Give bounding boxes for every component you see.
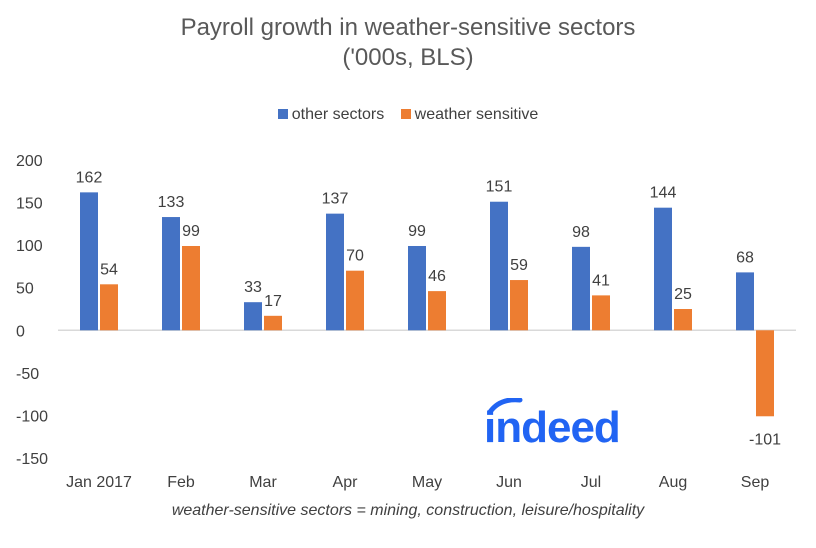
- bar-other: [654, 207, 672, 331]
- x-tick-label: Mar: [249, 474, 277, 491]
- y-tick-label: 200: [16, 153, 43, 170]
- logo-wordmark: indeed: [484, 403, 620, 450]
- bar-other: [408, 245, 426, 331]
- x-tick-label: Jun: [496, 474, 522, 491]
- bar-weather: [264, 315, 282, 331]
- data-label-other: 137: [322, 191, 349, 208]
- data-label-other: 133: [158, 194, 185, 211]
- data-label-other: 162: [76, 169, 103, 186]
- data-label-other: 99: [408, 223, 426, 240]
- x-tick-label: Feb: [167, 474, 195, 491]
- x-tick-label: Jul: [581, 474, 601, 491]
- data-label-weather: 99: [182, 223, 200, 240]
- legend-label-weather: weather sensitive: [414, 106, 539, 123]
- bar-other: [326, 213, 344, 331]
- bar-other: [490, 201, 508, 331]
- legend-item-other: other sectors: [277, 106, 385, 124]
- data-label-weather: 59: [510, 257, 528, 274]
- x-tick-label: Jan 2017: [66, 474, 132, 491]
- x-tick-label: Sep: [741, 474, 770, 491]
- legend-swatch-weather: [400, 109, 411, 119]
- data-label-weather: 25: [674, 286, 692, 303]
- bar-other: [572, 246, 590, 331]
- chart-subtitle: ('000s, BLS): [342, 44, 474, 71]
- data-label-other: 144: [650, 185, 677, 202]
- data-label-weather: 46: [428, 268, 446, 285]
- data-label-weather: 70: [346, 248, 364, 265]
- legend-swatch-other: [277, 109, 288, 119]
- legend-label-other: other sectors: [291, 106, 385, 123]
- y-tick-label: -50: [16, 366, 39, 383]
- y-tick-label: -150: [16, 451, 48, 468]
- y-tick-label: 0: [16, 323, 25, 340]
- bar-weather: [756, 330, 774, 417]
- bar-other: [244, 302, 262, 331]
- y-tick-label: 150: [16, 196, 43, 213]
- x-tick-label: Aug: [659, 474, 687, 491]
- data-label-weather: -101: [749, 431, 781, 448]
- data-label-other: 68: [736, 249, 754, 266]
- y-tick-label: -100: [16, 408, 48, 425]
- bar-weather: [182, 245, 200, 331]
- bar-weather: [428, 291, 446, 331]
- data-label-weather: 17: [264, 293, 282, 310]
- y-tick-label: 100: [16, 238, 43, 255]
- data-label-other: 98: [572, 224, 590, 241]
- bar-weather: [346, 270, 364, 331]
- indeed-logo: indeed: [484, 398, 621, 450]
- bar-other: [162, 217, 180, 331]
- data-label-other: 33: [244, 279, 262, 296]
- y-tick-label: 50: [16, 281, 34, 298]
- data-label-other: 151: [486, 179, 513, 196]
- bar-weather: [100, 284, 118, 331]
- data-label-weather: 41: [592, 272, 610, 289]
- chart-title: Payroll growth in weather-sensitive sect…: [180, 14, 636, 41]
- footnote: weather-sensitive sectors = mining, cons…: [171, 502, 645, 519]
- bar-other: [80, 192, 98, 331]
- legend-item-weather: weather sensitive: [400, 106, 539, 124]
- data-label-weather: 54: [100, 261, 118, 278]
- bar-weather: [674, 309, 692, 331]
- bar-weather: [510, 280, 528, 331]
- legend: other sectors weather sensitive: [0, 106, 816, 124]
- bar-weather: [592, 295, 610, 331]
- x-tick-label: Apr: [333, 474, 359, 491]
- bar-other: [736, 272, 754, 331]
- x-tick-label: May: [412, 474, 442, 491]
